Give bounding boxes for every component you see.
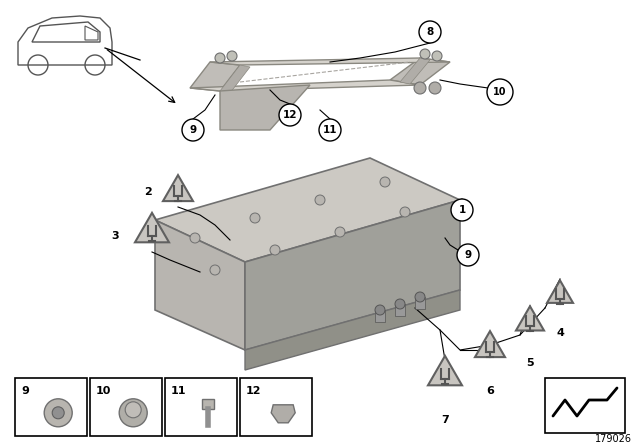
Circle shape <box>227 51 237 61</box>
Bar <box>545 378 625 433</box>
Bar <box>240 378 312 436</box>
Polygon shape <box>400 58 430 84</box>
Circle shape <box>400 207 410 217</box>
Polygon shape <box>390 58 450 85</box>
Polygon shape <box>135 213 169 242</box>
Circle shape <box>395 299 405 309</box>
Text: 12: 12 <box>283 110 297 120</box>
Circle shape <box>415 292 425 302</box>
Circle shape <box>451 199 473 221</box>
Circle shape <box>315 195 325 205</box>
Circle shape <box>432 51 442 61</box>
Circle shape <box>215 53 225 63</box>
Text: 12: 12 <box>246 386 262 396</box>
Polygon shape <box>516 306 544 331</box>
Circle shape <box>414 82 426 94</box>
Circle shape <box>319 119 341 141</box>
Text: 7: 7 <box>441 415 449 425</box>
Text: 6: 6 <box>486 386 494 396</box>
Polygon shape <box>220 85 310 130</box>
Circle shape <box>419 21 441 43</box>
Circle shape <box>375 305 385 315</box>
Circle shape <box>457 244 479 266</box>
Polygon shape <box>163 175 193 201</box>
Text: 179026: 179026 <box>595 434 632 444</box>
Text: 4: 4 <box>556 328 564 338</box>
Circle shape <box>380 177 390 187</box>
Text: 10: 10 <box>96 386 111 396</box>
Circle shape <box>44 399 72 427</box>
Text: 9: 9 <box>21 386 29 396</box>
Polygon shape <box>271 405 295 423</box>
Text: 9: 9 <box>189 125 196 135</box>
Polygon shape <box>155 220 245 350</box>
Bar <box>90 378 162 436</box>
Circle shape <box>250 213 260 223</box>
Circle shape <box>279 104 301 126</box>
Text: 10: 10 <box>493 87 507 97</box>
Polygon shape <box>547 280 573 303</box>
Polygon shape <box>190 62 240 91</box>
Polygon shape <box>475 331 505 357</box>
Polygon shape <box>155 158 460 262</box>
Text: 11: 11 <box>323 125 337 135</box>
Polygon shape <box>428 356 462 385</box>
Circle shape <box>487 79 513 105</box>
Bar <box>395 304 405 316</box>
Polygon shape <box>210 58 450 65</box>
Text: 8: 8 <box>426 27 434 37</box>
Bar <box>165 378 237 436</box>
Text: 1: 1 <box>458 205 466 215</box>
Circle shape <box>119 399 147 427</box>
Text: 2: 2 <box>144 187 152 197</box>
Circle shape <box>335 227 345 237</box>
Bar <box>15 378 87 436</box>
Text: 9: 9 <box>465 250 472 260</box>
Text: 3: 3 <box>111 231 119 241</box>
Circle shape <box>429 82 441 94</box>
Polygon shape <box>220 65 250 93</box>
Polygon shape <box>190 80 420 91</box>
Circle shape <box>125 402 141 418</box>
Circle shape <box>210 265 220 275</box>
Text: 5: 5 <box>526 358 534 368</box>
Circle shape <box>182 119 204 141</box>
Circle shape <box>420 49 430 59</box>
Circle shape <box>270 245 280 255</box>
Bar <box>202 399 214 409</box>
Text: 11: 11 <box>171 386 186 396</box>
Circle shape <box>52 407 64 419</box>
Polygon shape <box>245 290 460 370</box>
Polygon shape <box>245 200 460 350</box>
Bar <box>415 297 425 309</box>
Bar <box>375 310 385 322</box>
Circle shape <box>190 233 200 243</box>
